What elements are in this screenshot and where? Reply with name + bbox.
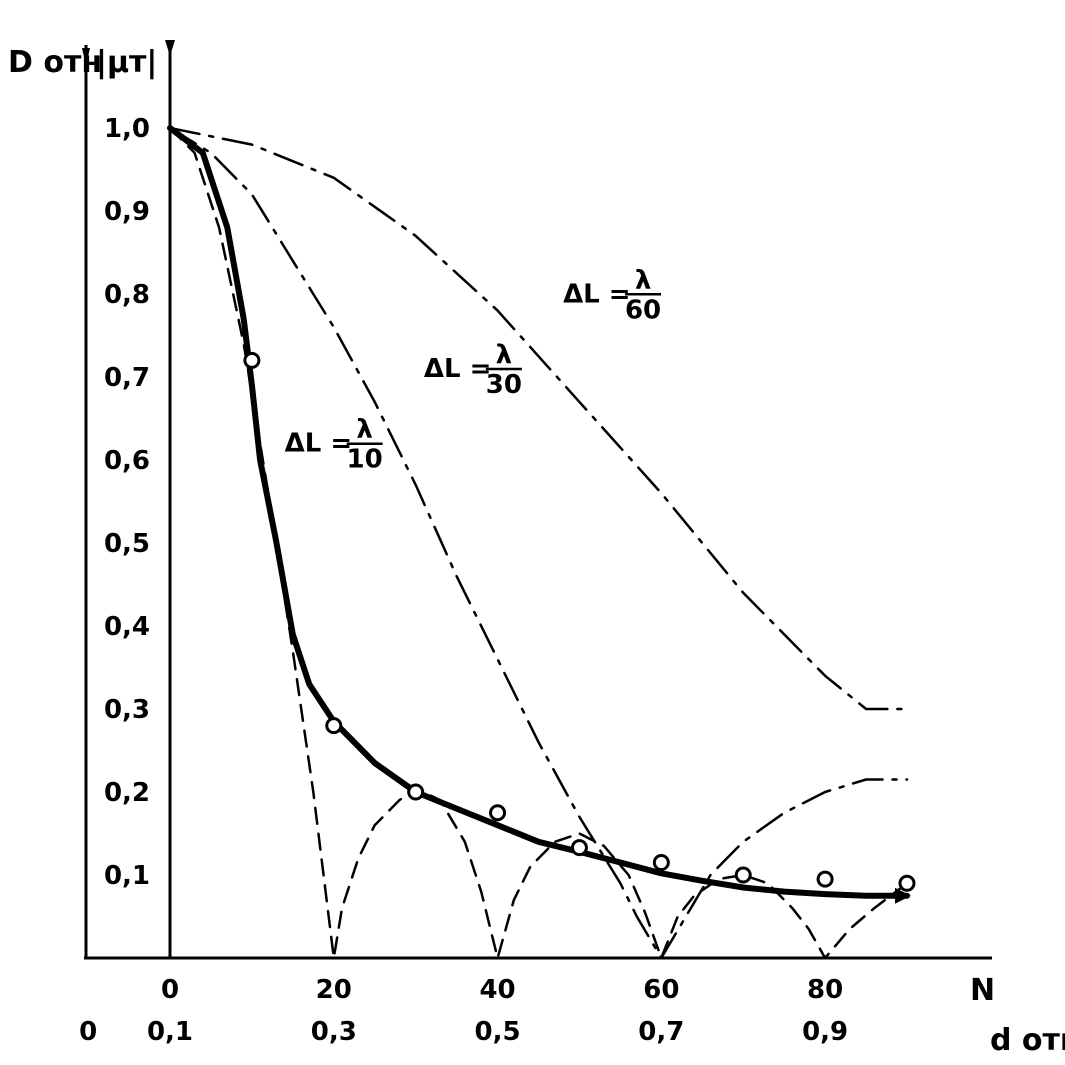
annotation-numerator: λ [635, 265, 651, 295]
series-line-dash-dot [168, 126, 909, 711]
x-tick-label-d: 0,5 [475, 1017, 521, 1047]
x-tick-label-d: 0,9 [802, 1017, 848, 1047]
data-point-marker [243, 351, 261, 369]
curve-arrowhead [895, 887, 911, 904]
y-tick-label: 0,3 [104, 695, 150, 725]
data-point-marker [816, 870, 834, 888]
x-ticks: 0 20 40 60 80 0 0,1 0,3 0,5 0,7 0,9 [79, 975, 848, 1047]
data-point-marker [407, 783, 425, 801]
annotation-denominator: 60 [625, 295, 661, 325]
y-axis-main-arrow [165, 40, 175, 56]
x-tick-label-d: 0 [79, 1017, 97, 1047]
data-point-marker [489, 804, 507, 822]
data-point-marker [570, 839, 588, 857]
y-axis-left-arrow [82, 48, 90, 66]
y-tick-label: 0,8 [104, 280, 150, 310]
x-tick-label-d: 0,3 [311, 1017, 357, 1047]
x-tick-label-n: 20 [316, 975, 352, 1005]
y-tick-label: 0,6 [104, 446, 150, 476]
y-axis-title-mu: |μт| [96, 45, 157, 80]
y-tick-label: 0,4 [104, 612, 150, 642]
annotation-denominator: 10 [347, 445, 383, 475]
x-tick-label-d: 0,7 [638, 1017, 684, 1047]
y-tick-label: 0,2 [104, 778, 150, 808]
curve-annotation: ΔL = λ10 [285, 415, 383, 475]
x-tick-label-d: 0,1 [147, 1017, 193, 1047]
series-line-solid-thick [167, 125, 910, 899]
x-tick-label-n: 80 [807, 975, 843, 1005]
x-axis-title-n: N [970, 973, 995, 1008]
data-point-marker [652, 854, 670, 872]
annotation-prefix: ΔL = [424, 354, 492, 384]
annotation-prefix: ΔL = [563, 279, 631, 309]
series-line-dash-dot [168, 126, 909, 960]
y-tick-label: 0,9 [104, 197, 150, 227]
curve-annotation: ΔL = λ30 [424, 340, 522, 400]
axes [82, 40, 992, 960]
y-axis-title-d: D отн [8, 45, 102, 80]
series-line-dashed [168, 126, 909, 960]
annotation-numerator: λ [356, 415, 372, 445]
x-tick-label-n: 0 [161, 975, 179, 1005]
x-tick-label-n: 40 [479, 975, 515, 1005]
y-tick-label: 0,1 [104, 861, 150, 891]
y-tick-label: 0,7 [104, 363, 150, 393]
y-tick-label: 1,0 [104, 114, 150, 144]
data-point-marker [898, 874, 916, 892]
marker-layer [243, 351, 916, 892]
x-tick-label-n: 60 [643, 975, 679, 1005]
y-ticks: 0,1 0,2 0,3 0,4 0,5 0,6 0,7 0,8 0,9 1,0 [104, 114, 150, 891]
data-point-marker [325, 717, 343, 735]
y-tick-label: 0,5 [104, 529, 150, 559]
annotation-numerator: λ [496, 340, 512, 370]
curve-annotation: ΔL = λ60 [563, 265, 661, 325]
series-layer [167, 125, 911, 960]
x-axis-title-d: d отн [990, 1023, 1065, 1058]
annotation-denominator: 30 [486, 370, 522, 400]
data-point-marker [734, 866, 752, 884]
annotation-prefix: ΔL = [285, 429, 353, 459]
